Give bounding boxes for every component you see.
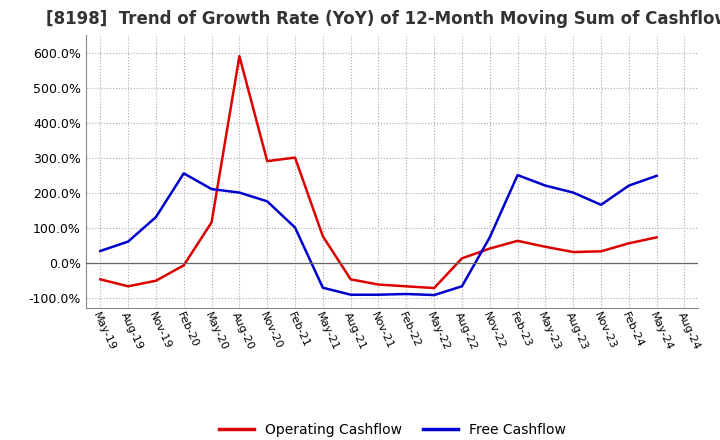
Legend: Operating Cashflow, Free Cashflow: Operating Cashflow, Free Cashflow [214, 418, 571, 440]
Title: [8198]  Trend of Growth Rate (YoY) of 12-Month Moving Sum of Cashflows: [8198] Trend of Growth Rate (YoY) of 12-… [45, 10, 720, 28]
